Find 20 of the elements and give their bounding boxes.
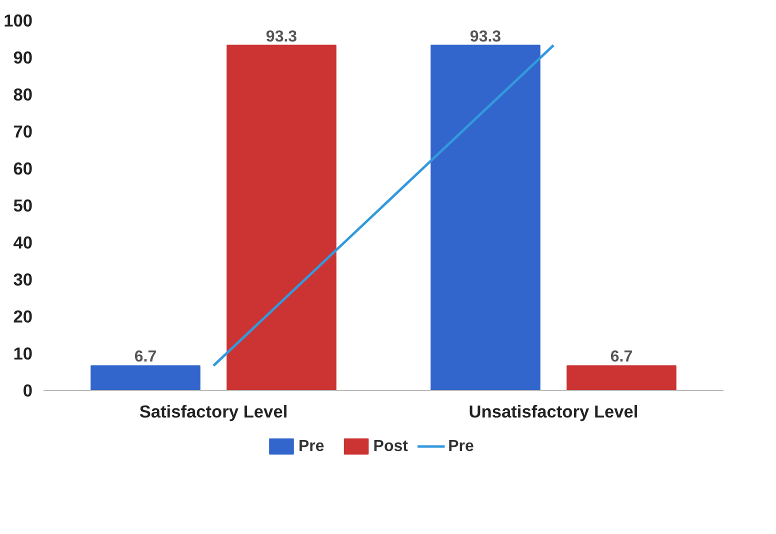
legend-label: Pre bbox=[448, 438, 474, 455]
y-tick-label: 40 bbox=[13, 232, 33, 252]
y-tick-label: 80 bbox=[13, 84, 33, 104]
data-label: 6.7 bbox=[134, 348, 157, 366]
data-label: 6.7 bbox=[610, 348, 633, 366]
y-tick-label: 90 bbox=[13, 48, 33, 68]
y-tick-label: 10 bbox=[13, 344, 33, 364]
y-tick-label: 60 bbox=[13, 158, 33, 178]
legend-label: Post bbox=[373, 438, 409, 455]
y-tick-label: 50 bbox=[13, 196, 33, 216]
x-tick-label: Satisfactory Level bbox=[139, 402, 288, 422]
x-tick-label: Unsatisfactory Level bbox=[468, 402, 638, 422]
y-tick-label: 0 bbox=[22, 380, 33, 400]
y-tick-label: 70 bbox=[13, 122, 33, 142]
y-tick-label: 30 bbox=[13, 270, 33, 290]
y-tick-label: 20 bbox=[13, 306, 33, 326]
data-label: 93.3 bbox=[266, 28, 298, 46]
data-label: 93.3 bbox=[470, 28, 502, 46]
legend-label: Pre bbox=[298, 438, 324, 455]
y-tick-label: 100 bbox=[4, 10, 33, 30]
